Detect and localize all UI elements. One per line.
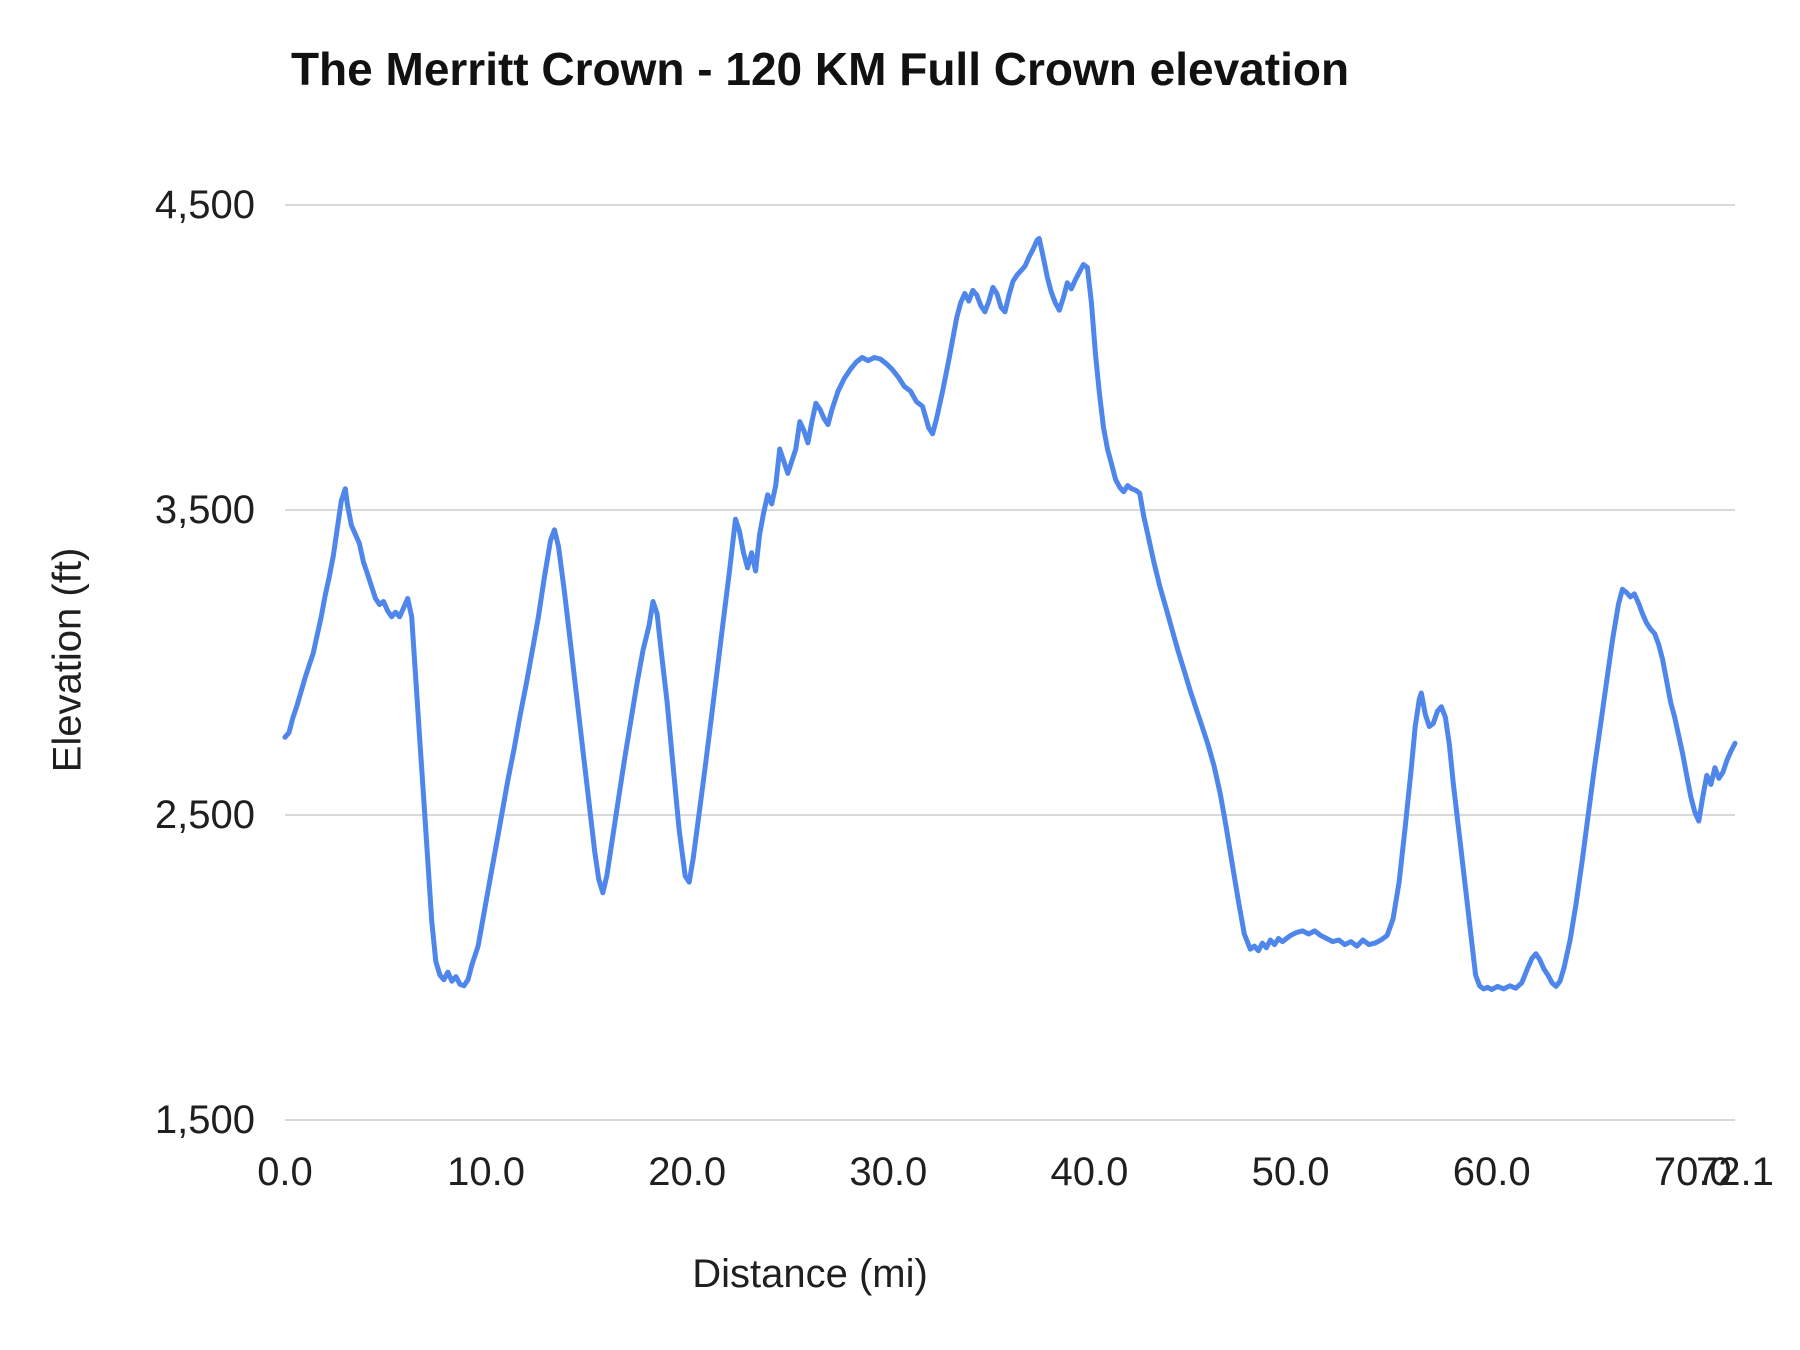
x-tick-label: 40.0 xyxy=(1050,1150,1129,1194)
x-axis-title: Distance (mi) xyxy=(692,1252,928,1296)
y-tick-label: 2,500 xyxy=(154,793,255,837)
chart-title: The Merritt Crown - 120 KM Full Crown el… xyxy=(290,43,1350,95)
x-tick-label: 60.0 xyxy=(1452,1150,1531,1194)
x-tick-label: 72.1 xyxy=(1696,1150,1774,1194)
x-tick-label: 0.0 xyxy=(257,1150,313,1194)
y-tick-label: 3,500 xyxy=(154,488,255,532)
x-tick-label: 50.0 xyxy=(1251,1150,1330,1194)
x-tick-label: 20.0 xyxy=(648,1150,727,1194)
y-tick-label: 1,500 xyxy=(154,1098,255,1142)
x-tick-label: 10.0 xyxy=(447,1150,526,1194)
y-tick-label: 4,500 xyxy=(154,183,255,227)
elevation-line xyxy=(282,236,1738,992)
x-tick-label: 30.0 xyxy=(849,1150,928,1194)
x-tick-label: 70.0 xyxy=(1653,1150,1732,1194)
